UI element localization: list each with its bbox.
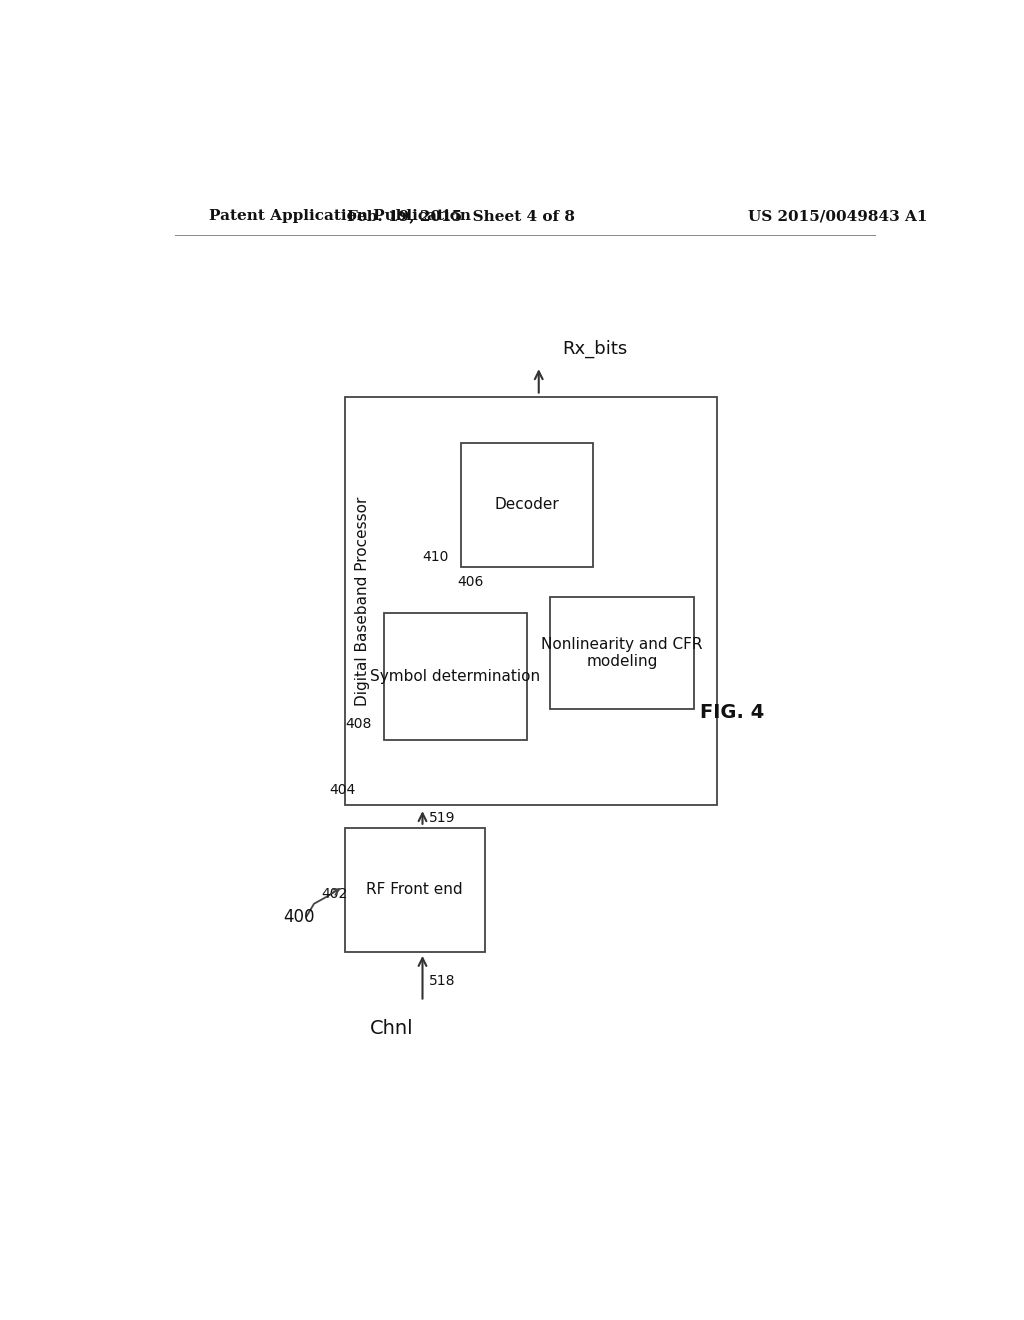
Text: Chnl: Chnl <box>370 1019 414 1038</box>
Text: 402: 402 <box>322 887 348 900</box>
Bar <box>384 612 527 739</box>
Text: 410: 410 <box>423 550 449 564</box>
Text: 406: 406 <box>458 576 483 589</box>
Text: Symbol determination: Symbol determination <box>371 669 541 684</box>
Bar <box>461 444 593 566</box>
Text: US 2015/0049843 A1: US 2015/0049843 A1 <box>748 209 928 223</box>
Text: FIG. 4: FIG. 4 <box>700 704 765 722</box>
Text: Feb. 19, 2015  Sheet 4 of 8: Feb. 19, 2015 Sheet 4 of 8 <box>347 209 575 223</box>
Text: 519: 519 <box>429 810 456 825</box>
Text: Patent Application Publication: Patent Application Publication <box>209 209 471 223</box>
Text: 408: 408 <box>345 717 372 731</box>
Bar <box>550 597 693 709</box>
Text: RF Front end: RF Front end <box>367 882 463 898</box>
Bar <box>345 397 717 805</box>
Bar <box>345 829 484 952</box>
Text: Nonlinearity and CFR
modeling: Nonlinearity and CFR modeling <box>542 638 702 669</box>
Text: 518: 518 <box>429 974 456 987</box>
Text: Decoder: Decoder <box>495 498 559 512</box>
Text: Digital Baseband Processor: Digital Baseband Processor <box>354 496 370 706</box>
Text: 400: 400 <box>283 908 314 925</box>
Text: 404: 404 <box>330 783 355 797</box>
Text: Rx_bits: Rx_bits <box>562 341 628 359</box>
